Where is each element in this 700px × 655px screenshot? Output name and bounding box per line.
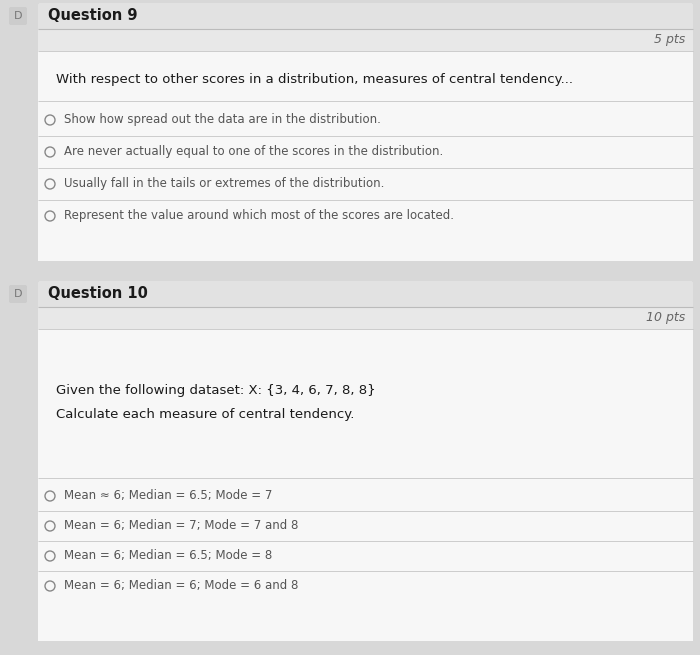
Text: Usually fall in the tails or extremes of the distribution.: Usually fall in the tails or extremes of… xyxy=(64,178,384,191)
Text: Mean = 6; Median = 6; Mode = 6 and 8: Mean = 6; Median = 6; Mode = 6 and 8 xyxy=(64,580,298,593)
Bar xyxy=(38,329,693,641)
Bar xyxy=(38,307,693,329)
FancyBboxPatch shape xyxy=(9,285,27,303)
Bar xyxy=(38,51,693,261)
FancyBboxPatch shape xyxy=(38,3,693,261)
FancyBboxPatch shape xyxy=(9,7,27,25)
Bar xyxy=(38,294,693,308)
Text: Question 9: Question 9 xyxy=(48,9,137,24)
Text: Mean = 6; Median = 7; Mode = 7 and 8: Mean = 6; Median = 7; Mode = 7 and 8 xyxy=(64,519,298,533)
Text: Are never actually equal to one of the scores in the distribution.: Are never actually equal to one of the s… xyxy=(64,145,443,159)
Bar xyxy=(38,29,693,51)
Bar xyxy=(38,16,693,30)
Text: Calculate each measure of central tendency.: Calculate each measure of central tenden… xyxy=(56,408,354,421)
Text: 10 pts: 10 pts xyxy=(645,312,685,324)
Text: Represent the value around which most of the scores are located.: Represent the value around which most of… xyxy=(64,210,454,223)
Text: Show how spread out the data are in the distribution.: Show how spread out the data are in the … xyxy=(64,113,381,126)
Text: D: D xyxy=(14,11,22,21)
Text: Given the following dataset: X: {3, 4, 6, 7, 8, 8}: Given the following dataset: X: {3, 4, 6… xyxy=(56,384,376,397)
FancyBboxPatch shape xyxy=(38,3,693,29)
FancyBboxPatch shape xyxy=(38,281,693,641)
Text: Question 10: Question 10 xyxy=(48,286,148,301)
Text: Mean ≈ 6; Median = 6.5; Mode = 7: Mean ≈ 6; Median = 6.5; Mode = 7 xyxy=(64,489,272,502)
Text: D: D xyxy=(14,289,22,299)
Text: With respect to other scores in a distribution, measures of central tendency...: With respect to other scores in a distri… xyxy=(56,73,573,86)
Text: Mean = 6; Median = 6.5; Mode = 8: Mean = 6; Median = 6.5; Mode = 8 xyxy=(64,550,272,563)
Text: 5 pts: 5 pts xyxy=(654,33,685,47)
FancyBboxPatch shape xyxy=(38,281,693,307)
